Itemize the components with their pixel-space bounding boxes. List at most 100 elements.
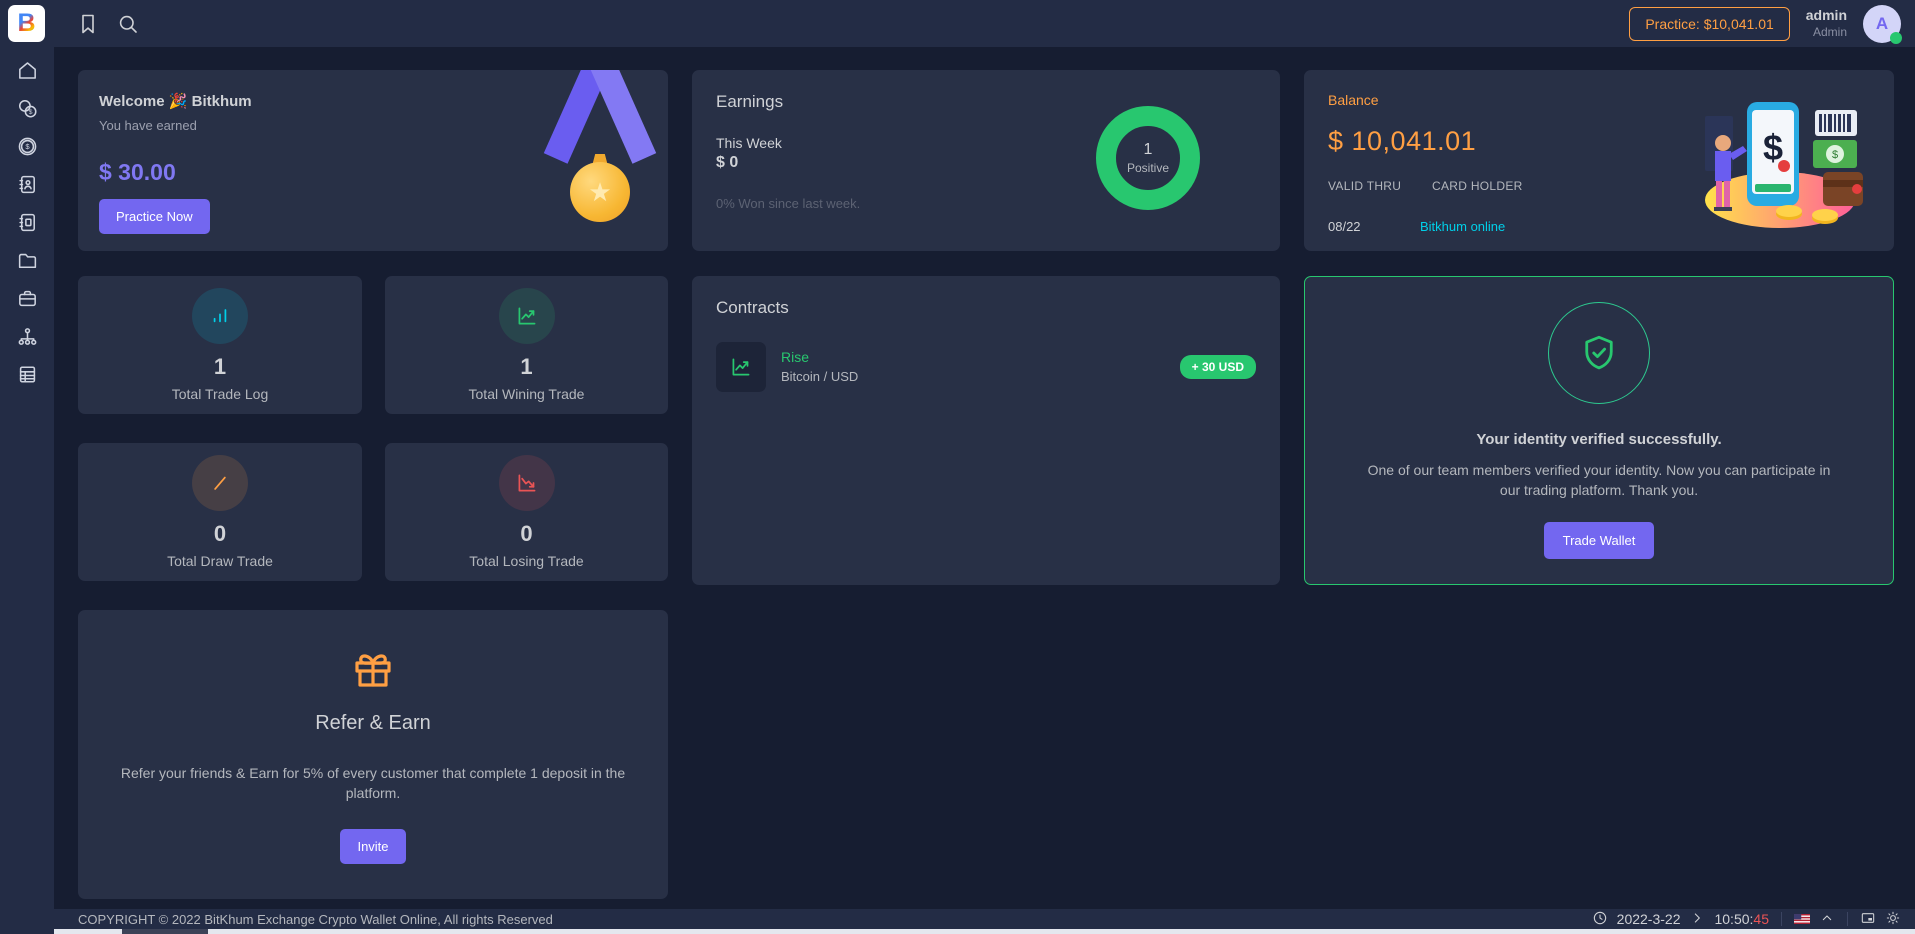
identity-title: Your identity verified successfully. bbox=[1476, 430, 1722, 448]
balance-amount: $ 10,041.01 bbox=[1328, 126, 1477, 156]
earnings-note: 0% Won since last week. bbox=[716, 196, 861, 211]
invite-button[interactable]: Invite bbox=[340, 829, 406, 865]
svg-text:$: $ bbox=[1832, 149, 1838, 161]
line-chart-down-icon bbox=[498, 455, 555, 511]
footer-date: 2022-3-22 bbox=[1616, 911, 1681, 927]
chevron-up-icon[interactable] bbox=[1819, 910, 1835, 929]
stats-grid: 1 Total Trade Log 1 Total Wining Trade 0… bbox=[78, 276, 668, 585]
card-holder-label: CARD HOLDER bbox=[1432, 179, 1523, 193]
medal-ribbon-right bbox=[589, 70, 657, 164]
coins-icon: $ bbox=[16, 97, 39, 125]
stat-card-draw-trade: 0 Total Draw Trade bbox=[78, 443, 362, 581]
bar-chart-icon bbox=[192, 288, 248, 344]
us-flag-icon[interactable] bbox=[1794, 911, 1810, 927]
identity-body: One of our team members verified your id… bbox=[1367, 461, 1831, 498]
earnings-title: Earnings bbox=[716, 92, 784, 111]
refer-earn-card: Refer & Earn Refer your friends & Earn f… bbox=[78, 610, 668, 899]
sidebar-item-contracts[interactable] bbox=[8, 213, 46, 237]
stat-card-wining-trade: 1 Total Wining Trade bbox=[385, 276, 668, 414]
valid-thru-label: VALID THRU bbox=[1328, 179, 1402, 193]
dollar-coin-icon: $ bbox=[16, 135, 39, 163]
welcome-subtitle: You have earned bbox=[99, 118, 197, 133]
medal-graphic: ★ bbox=[543, 70, 657, 222]
practice-now-button[interactable]: Practice Now bbox=[99, 199, 210, 234]
briefcase-icon bbox=[16, 287, 39, 315]
sidebar-item-trade-log[interactable] bbox=[8, 175, 46, 199]
svg-text:$: $ bbox=[28, 109, 32, 116]
logo-letter: B bbox=[17, 9, 36, 37]
search-icon[interactable] bbox=[116, 12, 140, 36]
balance-card: Balance $ 10,041.01 VALID THRU CARD HOLD… bbox=[1304, 70, 1894, 251]
folder-icon bbox=[16, 249, 39, 277]
top-navbar: B Practice: $10,041.01 admin Admin A bbox=[0, 0, 1915, 47]
scrollbar-thumb[interactable] bbox=[122, 929, 208, 934]
contract-amount-badge: + 30 USD bbox=[1179, 355, 1256, 379]
horizontal-scrollbar[interactable] bbox=[0, 929, 1915, 934]
wallet-illustration: $ $ bbox=[1705, 102, 1863, 228]
sidebar: $ $ bbox=[0, 47, 54, 934]
line-chart-up-icon bbox=[498, 288, 555, 344]
refer-body: Refer your friends & Earn for 5% of ever… bbox=[120, 764, 626, 801]
chevron-right-icon[interactable] bbox=[1689, 910, 1705, 929]
earnings-amount: $ 0 bbox=[716, 154, 739, 171]
sidebar-item-exchange[interactable]: $ bbox=[8, 99, 46, 123]
slash-icon bbox=[192, 455, 248, 511]
earned-amount: $ 30.00 bbox=[99, 159, 176, 185]
medal-circle: ★ bbox=[570, 162, 630, 222]
trade-wallet-button[interactable]: Trade Wallet bbox=[1543, 522, 1655, 560]
home-icon bbox=[16, 59, 39, 87]
svg-text:$: $ bbox=[25, 142, 30, 151]
sidebar-item-portfolio[interactable] bbox=[8, 289, 46, 313]
stat-value: 1 bbox=[520, 354, 533, 379]
earnings-period: This Week bbox=[716, 135, 782, 151]
stat-label: Total Losing Trade bbox=[469, 553, 584, 569]
footer: COPYRIGHT © 2022 BitKhum Exchange Crypto… bbox=[54, 909, 1915, 929]
welcome-title: Welcome 🎉 Bitkhum bbox=[99, 93, 252, 110]
sidebar-item-referral[interactable] bbox=[8, 327, 46, 351]
avatar[interactable]: A bbox=[1863, 4, 1902, 44]
divider bbox=[1781, 912, 1782, 926]
avatar-letter: A bbox=[1875, 13, 1889, 33]
sidebar-item-reports[interactable] bbox=[8, 365, 46, 389]
earnings-card: Earnings This Week $ 0 0% Won since last… bbox=[692, 70, 1280, 251]
user-role: Admin bbox=[1812, 24, 1847, 39]
trending-up-icon bbox=[716, 342, 766, 392]
balance-title: Balance bbox=[1328, 92, 1379, 108]
ledger-icon bbox=[16, 363, 39, 391]
identity-verified-card: Your identity verified successfully. One… bbox=[1304, 276, 1894, 585]
party-popper-emoji: 🎉 bbox=[168, 93, 188, 110]
practice-balance-badge[interactable]: Practice: $10,041.01 bbox=[1629, 6, 1790, 41]
sidebar-item-dashboard[interactable] bbox=[8, 61, 46, 85]
contract-pair: Bitcoin / USD bbox=[781, 368, 859, 384]
stat-card-losing-trade: 0 Total Losing Trade bbox=[385, 443, 668, 581]
contract-row[interactable]: Rise Bitcoin / USD + 30 USD bbox=[716, 342, 1256, 392]
app-logo[interactable]: B bbox=[8, 5, 45, 42]
sun-icon[interactable] bbox=[1885, 910, 1901, 929]
svg-text:$: $ bbox=[1763, 127, 1783, 168]
welcome-card: Welcome 🎉 Bitkhum You have earned $ 30.0… bbox=[78, 70, 668, 251]
user-name: admin bbox=[1805, 7, 1847, 24]
footer-seconds: 45 bbox=[1753, 911, 1769, 927]
donut-value: 1 bbox=[1143, 140, 1153, 158]
online-status-dot bbox=[1890, 31, 1902, 44]
sidebar-item-wallet[interactable] bbox=[8, 251, 46, 275]
sitemap-icon bbox=[16, 325, 39, 353]
stat-value: 1 bbox=[213, 354, 227, 379]
card-holder-link[interactable]: Bitkhum online bbox=[1420, 219, 1506, 234]
gift-icon bbox=[349, 645, 397, 698]
shield-check-icon bbox=[1548, 301, 1650, 404]
stat-card-trade-log: 1 Total Trade Log bbox=[78, 276, 362, 414]
contracts-card: Contracts Rise Bitcoin / USD + 30 USD bbox=[692, 276, 1280, 585]
stat-value: 0 bbox=[520, 521, 533, 546]
sidebar-item-currency[interactable]: $ bbox=[8, 137, 46, 161]
divider bbox=[1847, 912, 1848, 926]
journal-icon bbox=[16, 173, 39, 201]
earnings-donut-chart: 1 Positive bbox=[1096, 106, 1200, 210]
refer-title: Refer & Earn bbox=[315, 711, 431, 734]
donut-label: Positive bbox=[1126, 160, 1170, 175]
contracts-title: Contracts bbox=[716, 298, 789, 317]
fullscreen-icon[interactable] bbox=[1860, 910, 1876, 929]
bookmark-icon[interactable] bbox=[76, 12, 100, 36]
stat-label: Total Wining Trade bbox=[468, 386, 585, 402]
clock-icon bbox=[1592, 910, 1608, 929]
